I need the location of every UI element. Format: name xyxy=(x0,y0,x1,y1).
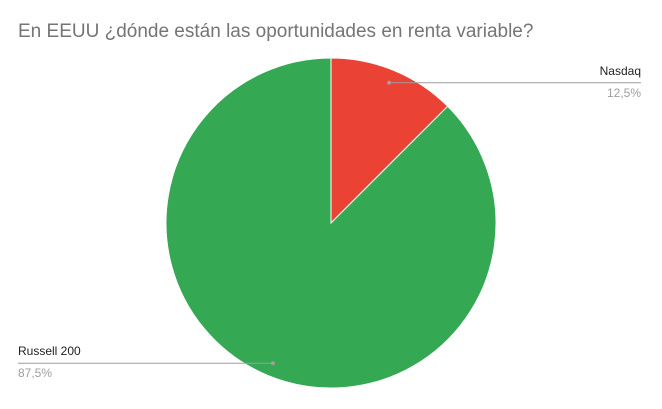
chart-title: En EEUU ¿dónde están las oportunidades e… xyxy=(18,21,534,42)
slice-label-russell-200: Russell 200 xyxy=(18,344,81,358)
pie-slice-russell-200 xyxy=(165,57,497,389)
slice-value-russell-200: 87,5% xyxy=(18,366,52,380)
slice-value-nasdaq: 12,5% xyxy=(607,86,641,100)
slice-label-nasdaq: Nasdaq xyxy=(600,64,641,78)
pie-slice-nasdaq xyxy=(330,57,449,225)
